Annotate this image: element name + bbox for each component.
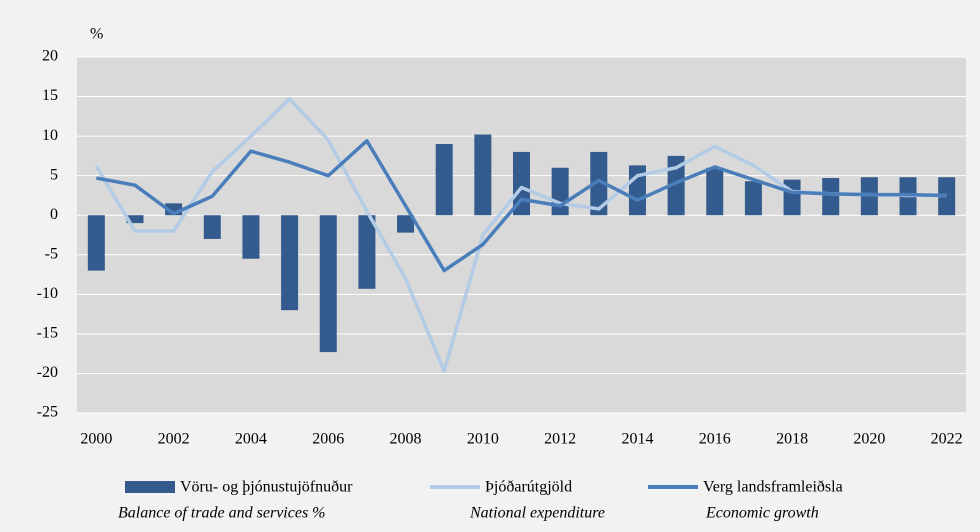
y-tick-label: -10 — [37, 285, 58, 302]
y-unit: % — [90, 26, 103, 43]
bar — [822, 178, 840, 216]
legend-subtitle: Economic growth — [705, 505, 819, 522]
x-tick-label: 2002 — [158, 431, 190, 448]
x-tick-label: 2010 — [467, 431, 499, 448]
legend-label: Verg landsframleiðsla — [703, 479, 843, 496]
x-tick-label: 2006 — [312, 431, 344, 448]
bar — [474, 134, 492, 216]
bar — [667, 155, 685, 216]
bar — [165, 203, 183, 216]
bar — [319, 215, 337, 353]
y-tick-label: -20 — [37, 364, 58, 381]
x-tick-label: 2018 — [776, 431, 808, 448]
bar — [358, 215, 376, 289]
x-tick-label: 2016 — [699, 431, 731, 448]
legend-subtitle: Balance of trade and services % — [118, 505, 326, 522]
legend-swatch — [125, 481, 175, 493]
y-tick-label: 20 — [42, 48, 58, 65]
bar — [551, 167, 569, 216]
x-tick-label: 2000 — [80, 431, 112, 448]
bar — [397, 215, 415, 233]
x-tick-label: 2022 — [931, 431, 963, 448]
x-tick-label: 2004 — [235, 431, 267, 448]
legend-subtitle: National expenditure — [469, 505, 605, 522]
y-tick-label: 15 — [42, 87, 58, 104]
bar — [87, 215, 105, 271]
x-tick-label: 2014 — [621, 431, 653, 448]
plot-area — [77, 57, 966, 413]
y-tick-label: -25 — [37, 404, 58, 421]
y-tick-label: 5 — [50, 166, 58, 183]
bar — [435, 144, 453, 216]
line — [96, 139, 947, 273]
legend-label: Þjóðarútgjöld — [485, 479, 572, 496]
bar — [281, 215, 299, 311]
x-tick-label: 2008 — [390, 431, 422, 448]
bar — [126, 215, 144, 224]
bar — [242, 215, 260, 259]
bar — [203, 215, 221, 239]
x-tick-label: 2020 — [853, 431, 885, 448]
x-tick-label: 2012 — [544, 431, 576, 448]
y-tick-label: 0 — [50, 206, 58, 223]
bar — [590, 151, 608, 216]
bar — [744, 181, 762, 216]
bar — [783, 179, 801, 216]
bar — [706, 167, 724, 216]
y-tick-label: 10 — [42, 127, 58, 144]
legend-label: Vöru- og þjónustujöfnuður — [180, 479, 353, 496]
y-tick-label: -15 — [37, 325, 58, 342]
y-tick-label: -5 — [45, 245, 58, 262]
